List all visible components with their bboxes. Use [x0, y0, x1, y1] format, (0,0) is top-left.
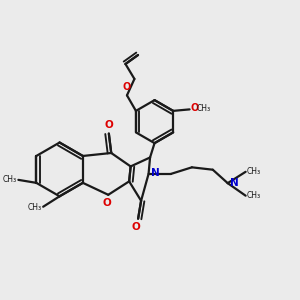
Text: CH₃: CH₃ — [3, 176, 17, 184]
Text: CH₃: CH₃ — [247, 191, 261, 200]
Text: N: N — [230, 178, 239, 188]
Text: CH₃: CH₃ — [247, 167, 261, 176]
Text: O: O — [122, 82, 130, 92]
Text: N: N — [151, 168, 160, 178]
Text: CH₃: CH₃ — [196, 104, 210, 113]
Text: O: O — [104, 120, 113, 130]
Text: O: O — [102, 198, 111, 208]
Text: CH₃: CH₃ — [28, 203, 42, 212]
Text: O: O — [131, 222, 140, 232]
Text: O: O — [190, 103, 199, 113]
